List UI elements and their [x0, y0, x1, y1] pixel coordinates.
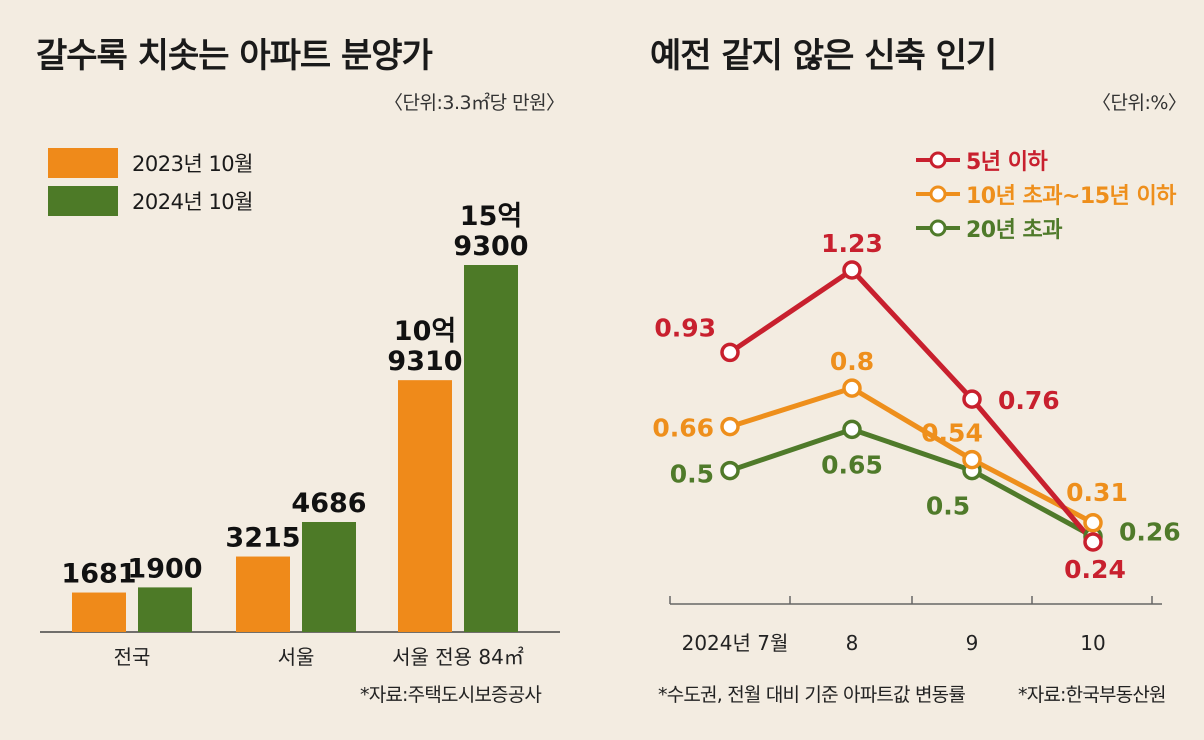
series-point-0-2: [962, 389, 982, 409]
legend-marker-10-15y: [916, 185, 960, 203]
x-tick-label: 9: [966, 631, 979, 655]
legend-swatch-2024: [48, 186, 118, 216]
bar-2-0: [398, 380, 452, 632]
point-value-label: 0.66: [652, 414, 714, 443]
line-chart-source: *자료:한국부동산원: [1018, 684, 1167, 706]
bar-0-1: [138, 587, 192, 632]
point-value-label: 0.65: [821, 450, 883, 479]
x-tick-label: 10: [1080, 631, 1105, 655]
point-value-label: 0.54: [921, 419, 983, 448]
series-line-1: [729, 385, 1095, 525]
point-value-label: 1.23: [821, 229, 883, 258]
point-value-label: 0.26: [1119, 518, 1181, 547]
bar-category-label: 서울: [278, 645, 315, 669]
bar-value-label: 9310: [387, 346, 462, 377]
bar-1-1: [302, 522, 356, 632]
legend-label-20y: 20년 초과: [966, 218, 1063, 243]
bar-0-0: [72, 592, 126, 632]
series-point-1-0: [720, 416, 740, 437]
point-value-label: 0.8: [830, 347, 874, 376]
legend-label-2023: 2023년 10월: [132, 152, 253, 176]
series-point-1-3: [1083, 513, 1103, 533]
x-tick-label: 8: [846, 631, 859, 655]
legend-label-10-15y: 10년 초과~15년 이하: [966, 184, 1176, 209]
legend-swatch-2023: [48, 148, 118, 178]
bar-category-label: 전국: [114, 645, 151, 669]
bar-legend-item-2024: 2024년 10월: [48, 186, 253, 216]
point-value-label: 0.5: [670, 460, 714, 489]
series-point-2-0: [720, 460, 740, 481]
legend-marker-5y: [916, 151, 960, 169]
right-panel: 예전 같지 않은 신축 인기 〈단위:%〉 5년 이하 10년 초과~15년 이…: [600, 0, 1204, 740]
bar-value-label: 15억: [460, 201, 522, 232]
bar-value-label: 9300: [453, 231, 528, 262]
series-point-0-1: [842, 260, 862, 280]
bar-2-1: [464, 265, 518, 632]
line-legend-item-20y: 20년 초과: [916, 214, 1063, 243]
legend-label-5y: 5년 이하: [966, 150, 1048, 175]
bar-value-label: 3215: [225, 523, 300, 554]
bar-chart-unit: 〈단위:3.3㎡당 만원〉: [384, 92, 565, 114]
series-line-2: [729, 426, 1095, 539]
bar-value-label: 4686: [291, 488, 366, 519]
series-point-1-1: [842, 378, 862, 398]
bar-1-0: [236, 556, 290, 632]
point-value-label: 0.24: [1064, 555, 1126, 584]
point-value-label: 0.5: [926, 492, 970, 521]
bar-chart-title: 갈수록 치솟는 아파트 분양가: [36, 36, 433, 76]
series-line-0: [728, 267, 1095, 544]
bar-value-label: 1900: [127, 553, 202, 584]
line-chart-plot: 2024년 7월 8 9 10 0.93 1.23 0.76 0.24 0.66 0.8 0.54 0…: [652, 229, 1181, 655]
point-value-label: 0.93: [654, 313, 716, 342]
bar-chart-source: *자료:주택도시보증공사: [360, 684, 542, 706]
bar-category-label: 서울 전용 84㎡: [392, 645, 524, 669]
left-panel: 갈수록 치솟는 아파트 분양가 〈단위:3.3㎡당 만원〉 2023년 10월 …: [0, 0, 580, 740]
line-chart-title: 예전 같지 않은 신축 인기: [650, 36, 997, 76]
point-value-label: 0.76: [998, 386, 1060, 415]
bar-value-label: 10억: [394, 316, 456, 347]
line-legend-item-5y: 5년 이하: [916, 146, 1048, 175]
series-point-0-0: [720, 342, 740, 363]
series-point-1-2: [962, 449, 982, 470]
line-chart-unit: 〈단위:%〉: [1092, 92, 1187, 114]
bar-legend-item-2023: 2023년 10월: [48, 148, 253, 178]
series-point-0-3: [1083, 532, 1103, 552]
legend-marker-20y: [916, 219, 960, 237]
line-chart-note: *수도권, 전월 대비 기준 아파트값 변동률: [658, 684, 966, 706]
legend-label-2024: 2024년 10월: [132, 190, 253, 214]
series-point-2-1: [842, 419, 862, 440]
point-value-label: 0.31: [1066, 478, 1128, 507]
bar-value-label: 1681: [61, 559, 136, 590]
x-tick-label: 2024년 7월: [682, 631, 789, 655]
line-legend-item-10-15y: 10년 초과~15년 이하: [916, 180, 1176, 209]
